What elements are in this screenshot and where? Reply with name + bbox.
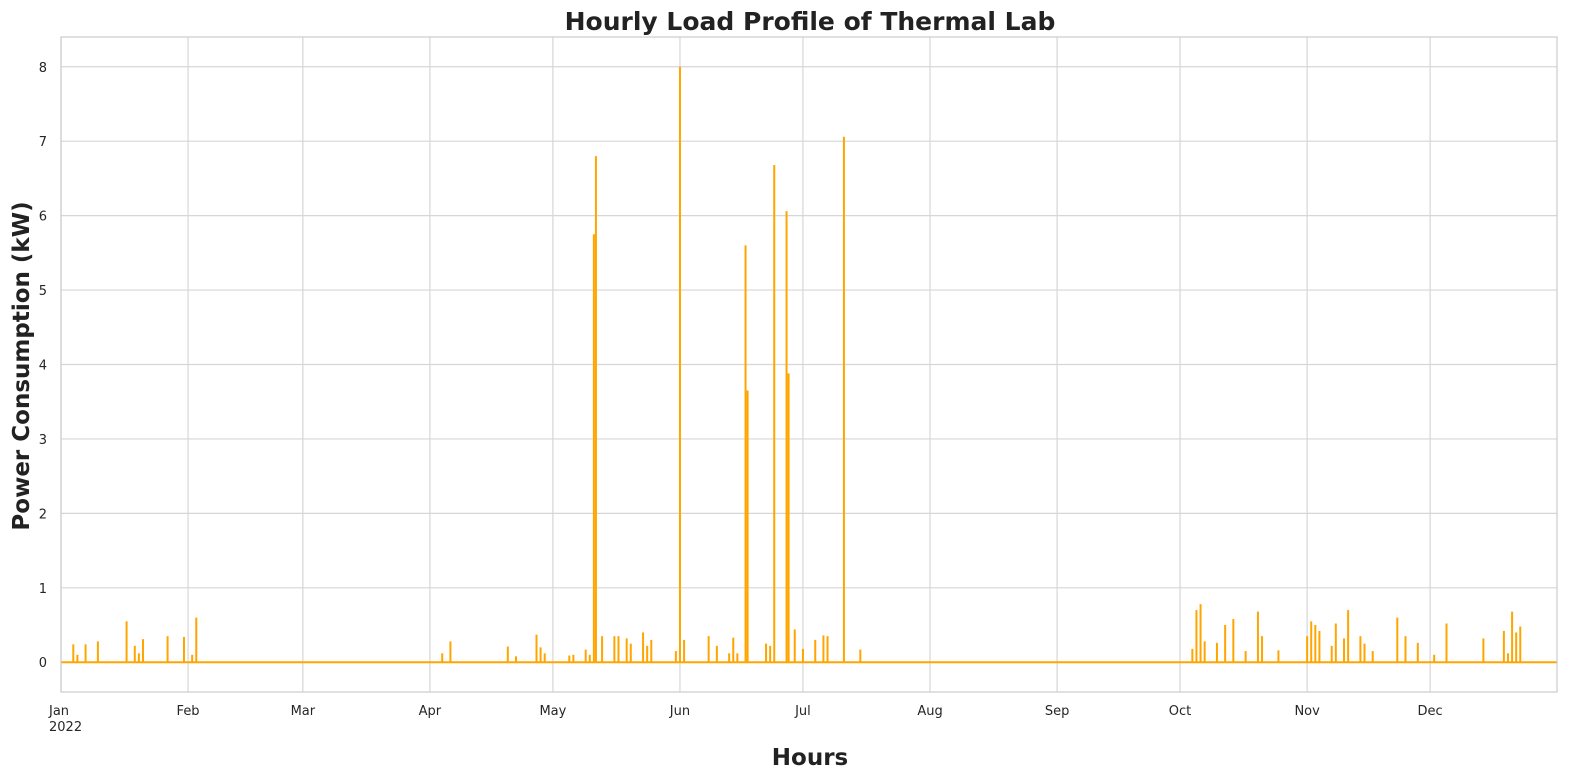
x-tick-label: Aug: [917, 704, 942, 719]
x-tick-label: Mar: [291, 704, 316, 719]
x-tick-label: May: [539, 704, 566, 719]
grid-lines: [60, 37, 1557, 692]
chart-title: Hourly Load Profile of Thermal Lab: [565, 7, 1056, 36]
x-tick-label: Jul: [794, 704, 811, 719]
y-tick-label: 1: [39, 582, 47, 597]
series-group: [61, 66, 1557, 664]
y-tick-label: 5: [39, 284, 47, 299]
x-axis-label: Hours: [772, 745, 848, 771]
y-tick-label: 7: [39, 135, 47, 150]
x-tick-label: Nov: [1294, 704, 1320, 719]
y-tick-label: 6: [39, 210, 47, 225]
plot-frame: [60, 36, 1558, 693]
x-tick-label: Sep: [1045, 704, 1070, 719]
y-tick-label: 4: [39, 359, 47, 374]
x-tick-label: Jun: [669, 704, 690, 719]
y-tick-label: 8: [39, 61, 47, 76]
x-tick-label: Feb: [177, 704, 200, 719]
x-tick-label: Dec: [1418, 704, 1443, 719]
y-tick-labels: 0 1 2 3 4 5 6 7 8: [39, 61, 47, 671]
y-axis-label: Power Consumption (kW): [9, 201, 35, 530]
x-tick-label: Apr: [419, 704, 442, 719]
y-tick-label: 3: [39, 433, 47, 448]
y-tick-label: 2: [39, 507, 47, 522]
y-tick-label: 0: [39, 656, 47, 671]
x-tick-label: Oct: [1169, 704, 1191, 719]
x-tick-sublabel: 2022: [49, 720, 82, 735]
x-tick-label: Jan: [48, 704, 69, 719]
